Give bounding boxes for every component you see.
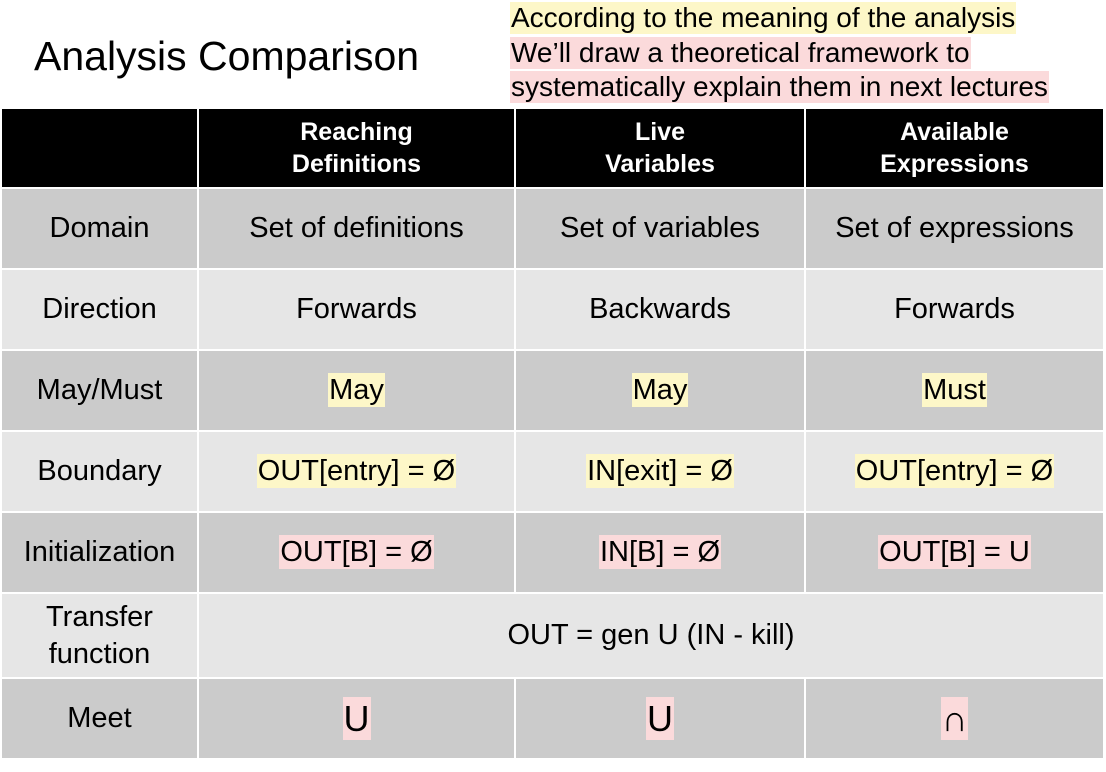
boundary-live-value: IN[exit] = Ø: [586, 454, 734, 488]
row-label-meet: Meet: [0, 677, 199, 760]
row-label-initialization: Initialization: [0, 511, 199, 594]
boundary-available-value: OUT[entry] = Ø: [854, 454, 1055, 488]
slide-title: Analysis Comparison: [34, 33, 420, 79]
cell-initialization-available: OUT[B] = U: [804, 511, 1105, 594]
cell-maymust-available: Must: [804, 349, 1105, 432]
row-initialization: Initialization OUT[B] = Ø IN[B] = Ø OUT[…: [0, 511, 1105, 594]
row-transfer: Transfer function OUT = gen U (IN - kill…: [0, 592, 1105, 679]
row-label-transfer: Transfer function: [0, 592, 199, 679]
header-reaching-definitions: Reaching Definitions: [197, 107, 516, 189]
row-label-maymust: May/Must: [0, 349, 199, 432]
maymust-live-value: May: [631, 373, 689, 407]
row-meet: Meet U U ∩: [0, 677, 1105, 760]
cell-domain-available: Set of expressions: [804, 187, 1105, 270]
boundary-reaching-value: OUT[entry] = Ø: [256, 454, 457, 488]
cell-meet-available: ∩: [804, 677, 1105, 760]
row-maymust: May/Must May May Must: [0, 349, 1105, 432]
cell-maymust-reaching: May: [197, 349, 516, 432]
header-available-expressions: Available Expressions: [804, 107, 1105, 189]
note-line-2: We’ll draw a theoretical framework to: [510, 37, 971, 69]
cell-boundary-available: OUT[entry] = Ø: [804, 430, 1105, 513]
initialization-live-value: IN[B] = Ø: [598, 535, 722, 569]
cell-transfer-function: OUT = gen U (IN - kill): [197, 592, 1105, 679]
note-line-3: systematically explain them in next lect…: [510, 71, 1049, 103]
cell-boundary-reaching: OUT[entry] = Ø: [197, 430, 516, 513]
initialization-available-value: OUT[B] = U: [878, 535, 1031, 569]
header-reaching-line2: Definitions: [291, 150, 422, 178]
cell-maymust-live: May: [514, 349, 806, 432]
cell-meet-live: U: [514, 677, 806, 760]
row-boundary: Boundary OUT[entry] = Ø IN[exit] = Ø OUT…: [0, 430, 1105, 513]
header-reaching-line1: Reaching: [300, 118, 413, 146]
row-label-direction: Direction: [0, 268, 199, 351]
cell-initialization-live: IN[B] = Ø: [514, 511, 806, 594]
cell-direction-reaching: Forwards: [197, 268, 516, 351]
header-row: Reaching Definitions Live Variables Avai…: [0, 107, 1105, 189]
row-label-domain: Domain: [0, 187, 199, 270]
note-line-1: According to the meaning of the analysis: [510, 2, 1017, 34]
row-direction: Direction Forwards Backwards Forwards: [0, 268, 1105, 351]
header-live-line1: Live: [634, 118, 686, 146]
cell-direction-available: Forwards: [804, 268, 1105, 351]
meet-reaching-union-symbol: U: [342, 696, 371, 740]
header-available-line2: Expressions: [880, 150, 1029, 178]
header-corner: [0, 107, 199, 189]
header-available-line1: Available: [900, 118, 1009, 146]
initialization-reaching-value: OUT[B] = Ø: [279, 535, 434, 569]
row-label-transfer-line2: function: [48, 637, 151, 670]
comparison-table: Reaching Definitions Live Variables Avai…: [0, 107, 1105, 760]
row-label-boundary: Boundary: [0, 430, 199, 513]
maymust-reaching-value: May: [328, 373, 385, 407]
cell-domain-reaching: Set of definitions: [197, 187, 516, 270]
cell-boundary-live: IN[exit] = Ø: [514, 430, 806, 513]
cell-initialization-reaching: OUT[B] = Ø: [197, 511, 516, 594]
meet-live-union-symbol: U: [646, 696, 674, 740]
cell-direction-live: Backwards: [514, 268, 806, 351]
row-domain: Domain Set of definitions Set of variabl…: [0, 187, 1105, 270]
maymust-available-value: Must: [922, 373, 987, 407]
cell-meet-reaching: U: [197, 677, 516, 760]
cell-domain-live: Set of variables: [514, 187, 806, 270]
header-live-variables: Live Variables: [514, 107, 806, 189]
header-live-line2: Variables: [605, 150, 715, 178]
row-label-transfer-line1: Transfer: [46, 600, 153, 633]
meet-available-intersection-symbol: ∩: [940, 696, 969, 740]
